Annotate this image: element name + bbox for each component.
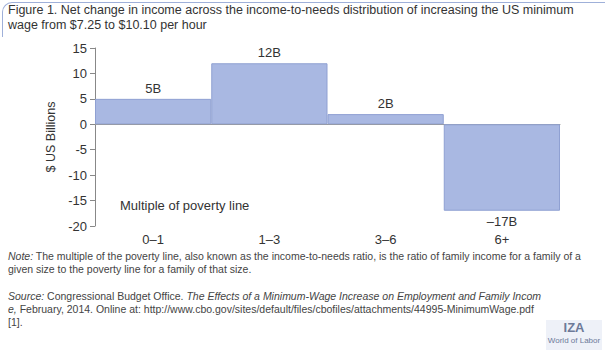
- svg-text:5B: 5B: [145, 81, 161, 96]
- svg-text:12B: 12B: [258, 45, 281, 60]
- svg-text:1–3: 1–3: [259, 232, 281, 246]
- svg-text:2B: 2B: [378, 96, 394, 111]
- svg-text:-15: -15: [68, 193, 87, 208]
- html-text:World of Labor: World of Labor: [547, 336, 601, 345]
- svg-text:6+: 6+: [494, 232, 509, 246]
- svg-text:-5: -5: [75, 142, 87, 157]
- svg-text:$ US Billions: $ US Billions: [44, 102, 58, 173]
- html-text:Source: Congressional Budget O: Source: Congressional Budget Office. The…: [8, 290, 541, 328]
- svg-text:–17B: –17B: [487, 214, 517, 229]
- svg-text:15: 15: [73, 41, 87, 56]
- html-text:IZA: IZA: [563, 320, 585, 335]
- svg-text:10: 10: [73, 66, 87, 81]
- svg-text:3–6: 3–6: [375, 232, 397, 246]
- svg-text:5: 5: [80, 91, 87, 106]
- svg-text:Multiple of poverty line: Multiple of poverty line: [120, 198, 249, 213]
- html-text:Note: The multiple of the pove: Note: The multiple of the poverty line, …: [8, 250, 581, 275]
- svg-text:0: 0: [80, 117, 87, 132]
- svg-text:0–1: 0–1: [142, 232, 164, 246]
- svg-text:-10: -10: [68, 168, 87, 183]
- html-text:Figure 1. Net change in income: Figure 1. Net change in income across th…: [8, 3, 574, 32]
- svg-text:-20: -20: [68, 219, 87, 234]
